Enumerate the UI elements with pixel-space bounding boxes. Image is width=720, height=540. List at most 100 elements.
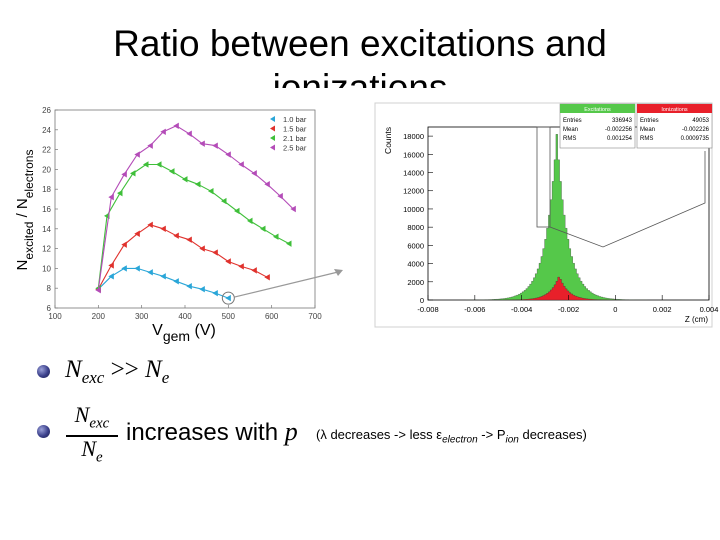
stats-key: Mean bbox=[640, 127, 655, 133]
data-point bbox=[247, 217, 253, 225]
hist-y-tick-label: 2000 bbox=[407, 278, 424, 287]
y-tick-label: 26 bbox=[42, 106, 51, 115]
hist-y-tick-label: 0 bbox=[420, 296, 424, 305]
data-point bbox=[264, 181, 270, 188]
hist-y-tick-label: 6000 bbox=[407, 241, 424, 250]
hist-x-tick-label: -0.004 bbox=[511, 305, 532, 314]
stats-value: 0.0009735 bbox=[681, 136, 710, 142]
x-tick-label: 400 bbox=[178, 312, 192, 321]
data-point bbox=[212, 142, 218, 149]
x-tick-label: 600 bbox=[265, 312, 279, 321]
bullet2-text: increases with p bbox=[126, 417, 298, 446]
data-point bbox=[169, 168, 175, 175]
stats-key: RMS bbox=[640, 136, 653, 142]
data-point bbox=[108, 262, 114, 269]
data-point bbox=[225, 294, 231, 302]
data-point bbox=[238, 161, 244, 168]
x-axis-label: Vgem (V) bbox=[152, 322, 216, 344]
slide-title: Ratio between excitations and ionization… bbox=[60, 22, 660, 88]
stats-key: Entries bbox=[640, 118, 659, 124]
data-point bbox=[286, 240, 292, 247]
y-tick-label: 14 bbox=[42, 225, 51, 234]
x-tick-label: 100 bbox=[48, 312, 62, 321]
x-tick-label: 200 bbox=[92, 312, 106, 321]
stats-box-header bbox=[637, 104, 712, 113]
data-point bbox=[212, 249, 218, 256]
legend-marker bbox=[270, 116, 275, 122]
hist-x-tick-label: -0.006 bbox=[464, 305, 485, 314]
y-tick-label: 8 bbox=[47, 284, 52, 293]
data-point bbox=[121, 241, 127, 248]
bullet2-fraction: Nexc Ne bbox=[66, 403, 118, 469]
data-point bbox=[182, 176, 188, 183]
ionizations-histogram bbox=[430, 276, 708, 301]
data-point bbox=[199, 245, 205, 252]
hist-y-tick-label: 16000 bbox=[403, 150, 424, 159]
hist-y-tick-label: 14000 bbox=[403, 169, 424, 178]
y-tick-label: 24 bbox=[42, 126, 51, 135]
highlight-circle bbox=[221, 291, 235, 305]
legend-label: 2.5 bar bbox=[283, 144, 307, 153]
x-tick-label: 300 bbox=[135, 312, 149, 321]
y-axis-label: Nexcited / Nelectrons bbox=[14, 150, 36, 271]
data-point bbox=[160, 225, 166, 232]
data-point bbox=[208, 187, 214, 195]
stats-value: 49053 bbox=[692, 118, 709, 124]
legend-label: 1.5 bar bbox=[283, 125, 307, 134]
data-point bbox=[186, 283, 192, 290]
data-point bbox=[130, 170, 136, 177]
legend-marker bbox=[270, 125, 275, 132]
stats-value: 336943 bbox=[612, 118, 633, 124]
stats-title: Excitations bbox=[584, 107, 611, 113]
hist-y-tick-label: 10000 bbox=[403, 205, 424, 214]
hist-y-tick-label: 12000 bbox=[403, 187, 424, 196]
bullet-dot-2 bbox=[37, 425, 50, 438]
hist-x-tick-label: 0.004 bbox=[700, 305, 719, 314]
arrow-head bbox=[334, 269, 343, 276]
hist-y-tick-label: 4000 bbox=[407, 260, 424, 269]
data-point bbox=[221, 197, 227, 205]
data-point bbox=[264, 274, 270, 281]
data-point bbox=[234, 207, 240, 215]
legend-marker bbox=[270, 144, 275, 151]
data-point bbox=[134, 151, 140, 158]
series-line bbox=[97, 163, 290, 289]
legend-label: 1.0 bar bbox=[283, 115, 307, 124]
hist-x-axis-label: Z (cm) bbox=[685, 315, 708, 324]
data-point bbox=[290, 205, 296, 213]
bullet-dot-1 bbox=[37, 365, 50, 378]
hist-frame bbox=[427, 126, 710, 301]
data-point bbox=[260, 225, 266, 232]
hist-y-axis-label: Counts bbox=[383, 127, 393, 154]
y-tick-label: 20 bbox=[42, 165, 51, 174]
data-point bbox=[186, 130, 192, 137]
y-tick-label: 22 bbox=[42, 146, 51, 155]
title-line-2: ionizations bbox=[272, 67, 448, 88]
data-point bbox=[173, 278, 179, 285]
title-line-1: Ratio between excitations and bbox=[113, 23, 607, 64]
data-point bbox=[225, 151, 231, 158]
y-tick-label: 6 bbox=[47, 304, 52, 313]
data-point bbox=[273, 233, 279, 240]
y-tick-label: 18 bbox=[42, 185, 51, 194]
data-point bbox=[277, 192, 283, 200]
data-point bbox=[117, 189, 123, 197]
bullet1-formula: Nexc >> Ne bbox=[65, 356, 170, 387]
data-point bbox=[108, 273, 114, 280]
series-line bbox=[97, 125, 294, 291]
stats-value: 0.001254 bbox=[607, 136, 633, 142]
data-point bbox=[108, 193, 114, 201]
data-point bbox=[95, 286, 101, 294]
data-point bbox=[199, 140, 205, 147]
stats-title: Ionizations bbox=[661, 107, 688, 113]
stats-key: Mean bbox=[563, 127, 578, 133]
data-point bbox=[199, 285, 205, 293]
data-point bbox=[212, 289, 218, 297]
data-point bbox=[134, 265, 140, 272]
legend-label: 2.1 bar bbox=[283, 134, 307, 143]
zoom-box bbox=[536, 126, 551, 228]
highlight-arrow bbox=[234, 271, 339, 298]
hist-x-tick-label: 0 bbox=[613, 305, 617, 314]
data-point bbox=[160, 128, 166, 135]
